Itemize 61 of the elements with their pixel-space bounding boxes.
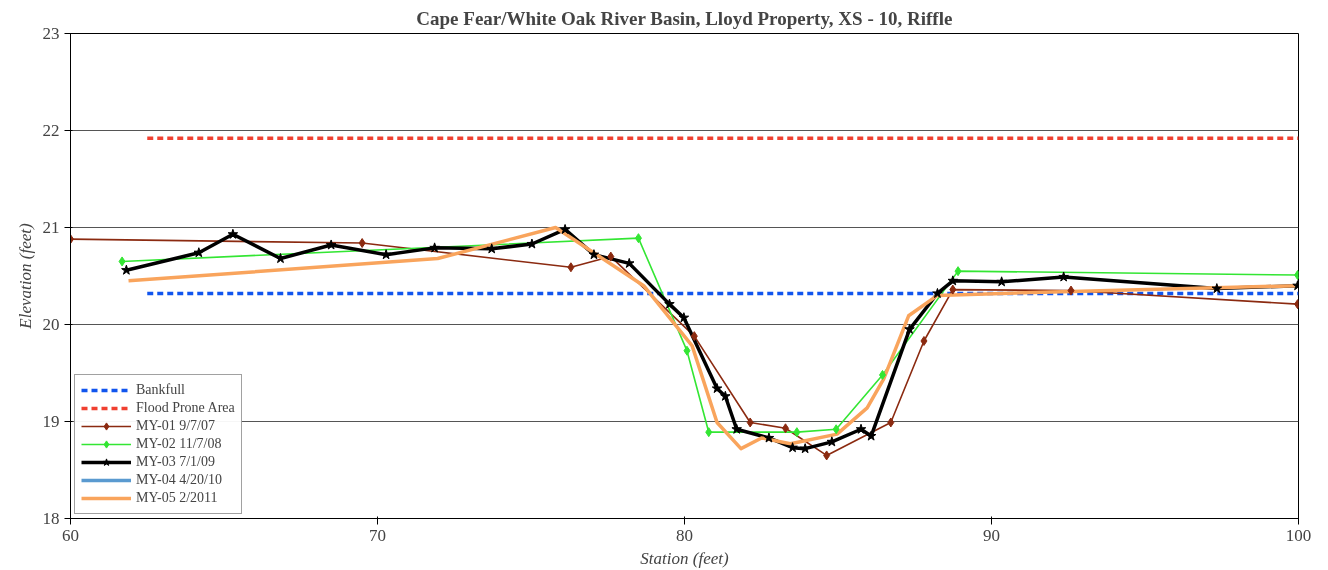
point: [118, 256, 126, 267]
y-tick-label: 23: [42, 24, 60, 43]
point: [380, 249, 392, 260]
point: [678, 312, 690, 323]
point: [1067, 285, 1075, 296]
legend-label: MY-02 11/7/08: [136, 435, 222, 453]
x-tick-label: 60: [62, 525, 79, 545]
point: [947, 275, 959, 286]
point: [879, 369, 887, 380]
point: [920, 335, 928, 346]
point: [325, 239, 337, 250]
point: [855, 423, 867, 434]
point: [954, 266, 962, 277]
point: [683, 345, 691, 356]
point: [358, 238, 366, 249]
point: [832, 424, 840, 435]
point: [996, 276, 1007, 287]
point: [904, 323, 915, 334]
y-tick-label: 21: [42, 218, 60, 237]
x-tick-label: 100: [1285, 525, 1312, 545]
point: [793, 427, 801, 438]
y-axis-title: Elevation (feet): [15, 223, 35, 330]
x-tick-label: 70: [369, 525, 386, 545]
x-tick-label: 80: [676, 525, 693, 545]
y-tick-label: 20: [42, 315, 60, 334]
y-tick-label: 19: [42, 412, 60, 431]
point: [731, 423, 742, 434]
legend-label: MY-01 9/7/07: [136, 417, 215, 435]
legend-label: MY-04 4/20/10: [136, 471, 222, 489]
legend-label: MY-03 7/1/09: [136, 453, 215, 471]
x-axis-title: Station (feet): [640, 548, 729, 568]
point: [227, 228, 239, 239]
point: [588, 249, 600, 260]
point: [486, 243, 497, 254]
point: [664, 298, 675, 309]
point: [690, 331, 698, 342]
x-tick-label: 90: [983, 525, 1000, 545]
point: [746, 417, 754, 428]
legend-label: MY-05 2/2011: [136, 489, 218, 507]
point: [1058, 271, 1069, 282]
chart-title: Cape Fear/White Oak River Basin, Lloyd Property, XS - 10, Riffle: [416, 7, 953, 29]
point: [932, 287, 943, 299]
point: [711, 383, 723, 394]
point: [1211, 283, 1223, 294]
point: [763, 432, 775, 443]
y-tick-label: 22: [42, 121, 60, 140]
point: [865, 430, 877, 441]
point: [559, 223, 571, 234]
point: [567, 262, 575, 273]
legend-label: Flood Prone Area: [136, 399, 235, 417]
point: [429, 242, 440, 253]
point: [949, 284, 957, 295]
point: [887, 417, 895, 428]
point: [705, 427, 713, 438]
point: [823, 450, 831, 461]
point: [787, 442, 798, 453]
y-tick-label: 18: [42, 509, 60, 528]
point: [607, 251, 615, 262]
point: [634, 233, 642, 244]
point: [720, 390, 731, 401]
legend-label: Bankfull: [136, 381, 185, 399]
